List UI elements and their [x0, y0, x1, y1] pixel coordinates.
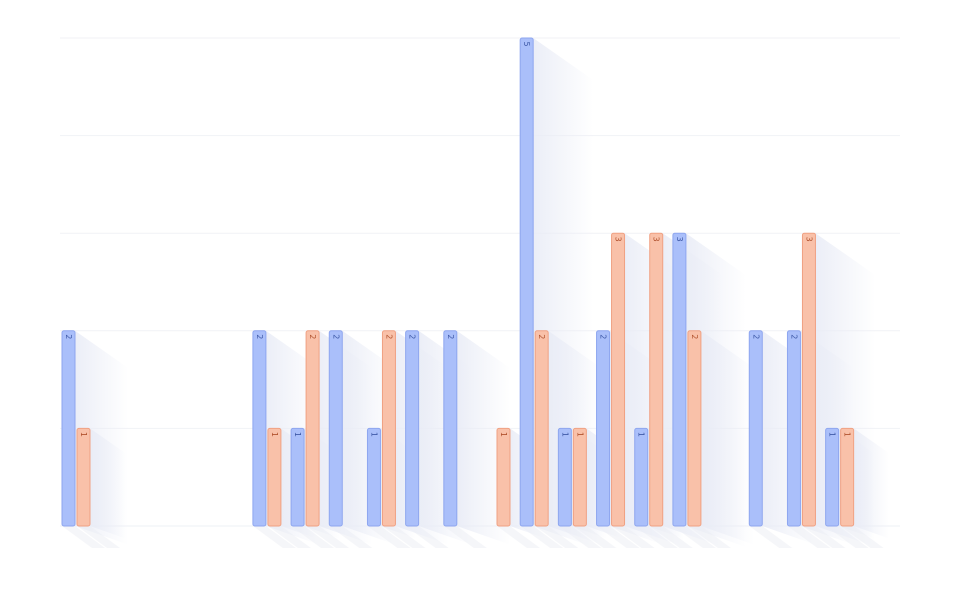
bar-shadows [62, 38, 890, 548]
data-label: 2 [446, 334, 455, 339]
bar [649, 232, 664, 527]
data-label: 2 [308, 334, 317, 339]
bar [366, 427, 381, 527]
data-label: 2 [255, 334, 264, 339]
bar-floor-shadow [382, 526, 426, 548]
data-label: 3 [614, 237, 623, 242]
data-label: 2 [384, 334, 393, 339]
bar [267, 427, 282, 527]
bar [687, 330, 702, 527]
bar [519, 37, 534, 527]
bar [672, 232, 687, 527]
bar [596, 330, 611, 527]
bar-shadow [319, 330, 373, 545]
bar-floor-shadow [62, 526, 105, 548]
bar [328, 330, 343, 527]
bar-floor-shadow [649, 526, 693, 548]
bar [611, 232, 626, 527]
bar-floor-shadow [306, 526, 350, 548]
bar-floor-shadow [802, 526, 846, 548]
bar [801, 232, 816, 527]
data-label: 2 [789, 334, 798, 339]
data-labels: 2 2 1 2 1 2 2 5 1 2 1 3 2 2 1 1 1 2 2 1 2 1 3 3 2 3 1 [64, 41, 852, 436]
bar-floor-shadow [787, 526, 831, 548]
bar [496, 427, 511, 527]
bar-floor-shadow [840, 526, 884, 548]
bar [290, 427, 305, 527]
data-label: 1 [575, 432, 584, 437]
data-label: 2 [690, 334, 699, 339]
data-label: 2 [331, 334, 340, 339]
bar-shadow [853, 428, 890, 539]
bar [405, 330, 420, 527]
data-label: 1 [293, 432, 302, 437]
data-label: 5 [522, 41, 531, 46]
data-label: 2 [64, 334, 73, 339]
bar [825, 427, 840, 527]
bar [840, 427, 855, 527]
data-label: 2 [537, 334, 546, 339]
bar [534, 330, 549, 527]
data-label: 2 [751, 334, 760, 339]
bar [786, 330, 801, 527]
bar-floor-shadow [611, 526, 655, 548]
bars [61, 37, 855, 527]
data-label: 1 [369, 432, 378, 437]
bar [634, 427, 649, 527]
bar-floor-shadow [443, 526, 487, 548]
data-label: 1 [560, 432, 569, 437]
data-label: 3 [804, 237, 813, 242]
bar-floor-shadow [535, 526, 579, 548]
bar [572, 427, 587, 527]
bar-floor-shadow [749, 526, 793, 548]
bar [61, 330, 76, 527]
bar-floor-shadow [267, 526, 311, 548]
bar [443, 330, 458, 527]
data-label: 1 [79, 432, 88, 437]
data-label: 1 [499, 432, 508, 437]
data-label: 3 [675, 237, 684, 242]
bar [76, 427, 91, 527]
bar [557, 427, 572, 527]
bar [748, 330, 763, 527]
bar-floor-shadow [367, 526, 411, 548]
data-label: 1 [270, 432, 279, 437]
bar [381, 330, 396, 527]
data-label: 1 [843, 432, 852, 437]
bar-floor-shadow [77, 526, 120, 548]
bar-floor-shadow [497, 526, 540, 548]
bar-shadow [700, 330, 755, 545]
data-label: 3 [652, 237, 661, 242]
data-label: 2 [408, 334, 417, 339]
bar [305, 330, 320, 527]
data-label: 1 [637, 432, 646, 437]
bar-floor-shadow [573, 526, 617, 548]
data-label: 1 [828, 432, 837, 437]
bar-shadow [90, 428, 126, 539]
bar-floor-shadow [252, 526, 296, 548]
bar-floor-shadow [687, 526, 731, 548]
bar [252, 330, 267, 527]
bar-shadow [395, 330, 449, 545]
data-label: 2 [599, 334, 608, 339]
